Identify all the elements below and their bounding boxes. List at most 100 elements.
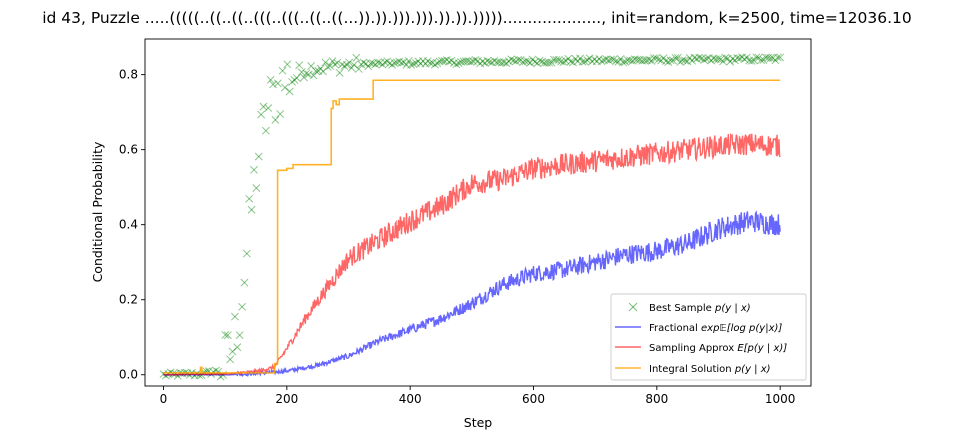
legend-math: E[p(y | x)] [737, 343, 787, 354]
scatter-point [723, 54, 732, 63]
scatter-point [354, 64, 363, 73]
scatter-point [292, 74, 301, 83]
scatter-point [526, 58, 535, 67]
legend-entry-fractional: Fractional exp𝔼[log p(y|x)] [615, 323, 782, 334]
scatter-point [254, 152, 263, 161]
scatter-point [297, 68, 306, 77]
scatter-point [366, 59, 375, 68]
scatter-point [623, 56, 632, 65]
y-tick-label: 0.4 [119, 218, 138, 232]
scatter-point [707, 56, 716, 65]
legend-entry-integral: Integral Solution p(y | x) [615, 364, 771, 375]
scatter-point [454, 59, 463, 68]
scatter-point [676, 58, 685, 66]
scatter-point [742, 53, 751, 62]
scatter-point [250, 165, 258, 174]
scatter-point [304, 70, 313, 79]
x-tick-label: 0 [160, 392, 168, 406]
scatter-point [678, 56, 687, 65]
svg-text:Integral Solution p(y | x): Integral Solution p(y | x) [649, 364, 771, 375]
scatter-point [404, 57, 413, 65]
legend-entry-best-sample: Best Sample p(y | x) [628, 302, 751, 314]
legend-label: Integral Solution [649, 364, 735, 375]
scatter-point [295, 61, 304, 70]
scatter-point [238, 302, 247, 311]
scatter-point [650, 54, 658, 63]
scatter-point [721, 53, 730, 62]
scatter-point [702, 54, 711, 63]
svg-text:Best Sample p(y | x): Best Sample p(y | x) [649, 303, 751, 314]
scatter-point [659, 54, 668, 63]
scatter-point [438, 56, 447, 65]
scatter-point [492, 58, 501, 67]
legend-entry-sampling: Sampling Approx E[p(y | x)] [615, 343, 787, 354]
scatter-point [445, 57, 454, 66]
scatter-point [323, 63, 332, 72]
legend-math: p(y | x) [714, 303, 751, 314]
y-tick-label: 0.6 [119, 143, 138, 157]
legend-label: Best Sample [649, 303, 715, 314]
scatter-point [335, 68, 344, 77]
scatter-point [576, 54, 585, 63]
scatter-point [269, 80, 277, 89]
scatter-point [730, 56, 739, 65]
scatter-point [285, 87, 294, 96]
scatter-point [392, 58, 401, 67]
scatter-point [416, 59, 425, 68]
scatter-point [342, 60, 351, 69]
scatter-point [578, 57, 587, 66]
scatter-point [657, 56, 666, 65]
scatter-point [621, 57, 630, 66]
scatter-point [240, 278, 249, 287]
scatter-point [554, 55, 563, 64]
scatter-point [407, 60, 416, 69]
x-tick-label: 200 [275, 392, 298, 406]
scatter-point [528, 55, 537, 64]
scatter-point [290, 76, 299, 84]
x-tick-label: 600 [522, 392, 545, 406]
scatter-point [573, 57, 582, 66]
scatter-point [423, 57, 432, 66]
scatter-point [561, 56, 570, 65]
scatter-point [228, 347, 237, 356]
scatter-point [483, 56, 492, 65]
scatter-point [235, 331, 244, 340]
scatter-point [747, 56, 756, 65]
plot-frame [144, 38, 812, 387]
scatter-point [690, 53, 699, 62]
scatter-point [347, 63, 356, 72]
scatter-point [400, 58, 408, 67]
scatter-point [550, 55, 558, 64]
scatter-point [764, 53, 773, 62]
scatter-point [307, 62, 316, 70]
scatter-point [761, 53, 770, 62]
legend-box [610, 293, 807, 381]
scatter-point [571, 54, 580, 63]
series-step-line [163, 79, 781, 374]
scatter-point [430, 60, 439, 69]
scatter-point [711, 55, 720, 64]
scatter-point [509, 56, 518, 65]
scatter-point [519, 58, 527, 67]
scatter-point [411, 59, 420, 67]
scatter-point [735, 54, 744, 63]
scatter-point [440, 57, 449, 65]
scatter-point [230, 312, 239, 321]
scatter-point [414, 57, 423, 66]
scatter-point [311, 67, 320, 75]
scatter-point [611, 57, 620, 66]
scatter-point [457, 57, 466, 66]
scatter-point [507, 55, 516, 64]
scatter-point [450, 59, 458, 67]
x-tick-label: 1000 [765, 392, 796, 406]
scatter-point [223, 331, 232, 340]
scatter-point [566, 57, 575, 66]
scatter-point [452, 60, 461, 69]
scatter-point [664, 58, 673, 66]
scatter-point [428, 58, 437, 67]
scatter-point [766, 54, 775, 63]
scatter-point [750, 56, 758, 65]
scatter-point [471, 56, 480, 64]
scatter-point [616, 55, 625, 63]
scatter-point [716, 55, 725, 64]
